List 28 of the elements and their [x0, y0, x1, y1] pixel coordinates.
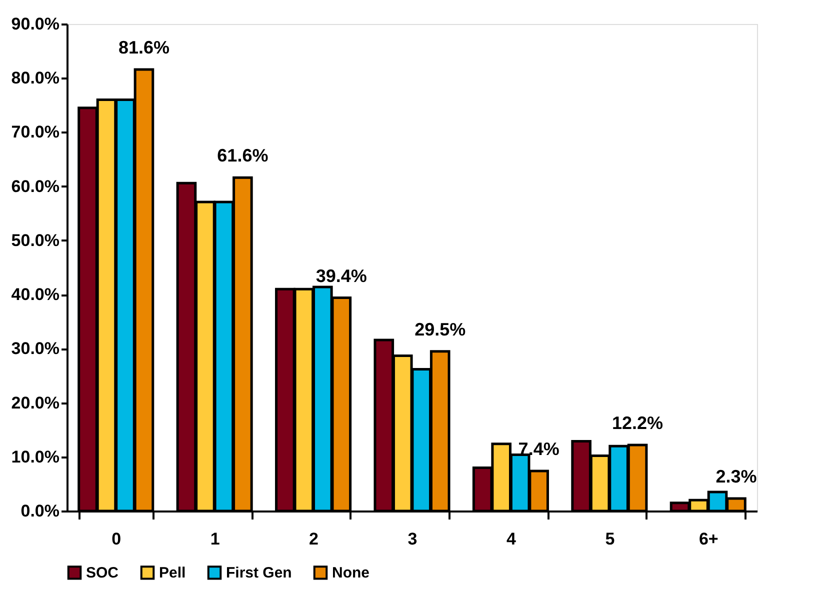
legend-label: Pell [159, 564, 186, 582]
y-tick-label: 10.0% [11, 447, 60, 466]
data-label: 12.2% [612, 412, 664, 433]
data-label: 81.6% [118, 37, 170, 58]
data-label: 29.5% [414, 319, 466, 340]
x-tick-label: 0 [112, 530, 122, 548]
y-tick-label: 70.0% [11, 122, 60, 142]
y-tick-label: 80.0% [11, 68, 60, 88]
data-label: 61.6% [217, 146, 268, 166]
legend-label: None [332, 564, 370, 582]
y-tick-label: 50.0% [11, 230, 60, 250]
y-tick-label: 60.0% [11, 176, 60, 196]
y-tick-label: 30.0% [11, 339, 60, 358]
legend-label: First Gen [226, 564, 292, 582]
y-tick-label: 20.0% [11, 393, 60, 412]
x-tick-label: 4 [506, 530, 516, 548]
x-tick-label: 2 [309, 530, 319, 548]
data-label: 7.4% [518, 438, 560, 459]
legend-label: SOC [86, 564, 119, 582]
x-tick-label: 3 [408, 530, 418, 548]
x-tick-label: 1 [210, 530, 220, 548]
y-tick-label: 90.0% [11, 14, 60, 34]
data-label: 39.4% [316, 266, 367, 286]
y-tick-label: 40.0% [11, 285, 60, 304]
x-tick-label: 6+ [698, 530, 718, 548]
y-tick-label: 0.0% [20, 502, 60, 520]
data-label: 2.3% [716, 466, 757, 487]
x-tick-label: 5 [605, 530, 615, 548]
